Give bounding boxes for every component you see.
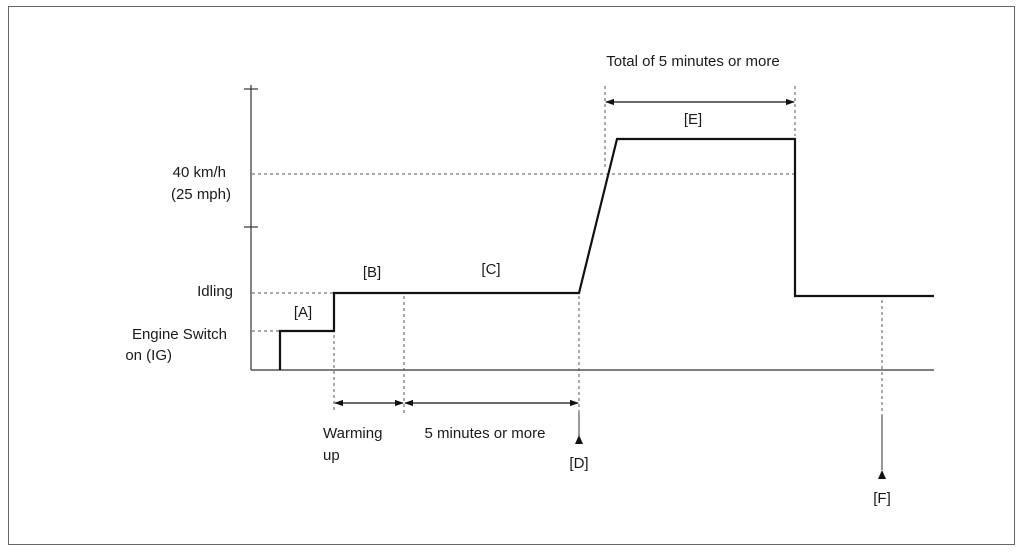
engine-switch-ig-label: on (IG) xyxy=(125,347,172,364)
phase-d-pointer-icon xyxy=(575,435,583,444)
total-five-minutes-label: Total of 5 minutes or more xyxy=(606,53,779,70)
diagram-frame xyxy=(8,6,1015,545)
phase-c-label: [C] xyxy=(481,261,500,278)
idling-label: Idling xyxy=(197,283,233,300)
five-minutes-label: 5 minutes or more xyxy=(425,425,546,442)
speed-label-kmh: 40 km/h xyxy=(173,164,226,181)
speed-label-mph: (25 mph) xyxy=(171,186,231,203)
warming-up-label: Warming xyxy=(323,425,382,442)
speed-profile-line xyxy=(278,137,934,370)
phase-e-label: [E] xyxy=(684,111,702,128)
phase-f-label: [F] xyxy=(873,490,891,507)
phase-b-label: [B] xyxy=(363,264,381,281)
phase-d-label: [D] xyxy=(569,455,588,472)
warming-up-label-line2: up xyxy=(323,447,340,464)
phase-f-pointer-icon xyxy=(878,470,886,479)
phase-a-label: [A] xyxy=(294,304,312,321)
engine-switch-label: Engine Switch xyxy=(132,326,227,343)
